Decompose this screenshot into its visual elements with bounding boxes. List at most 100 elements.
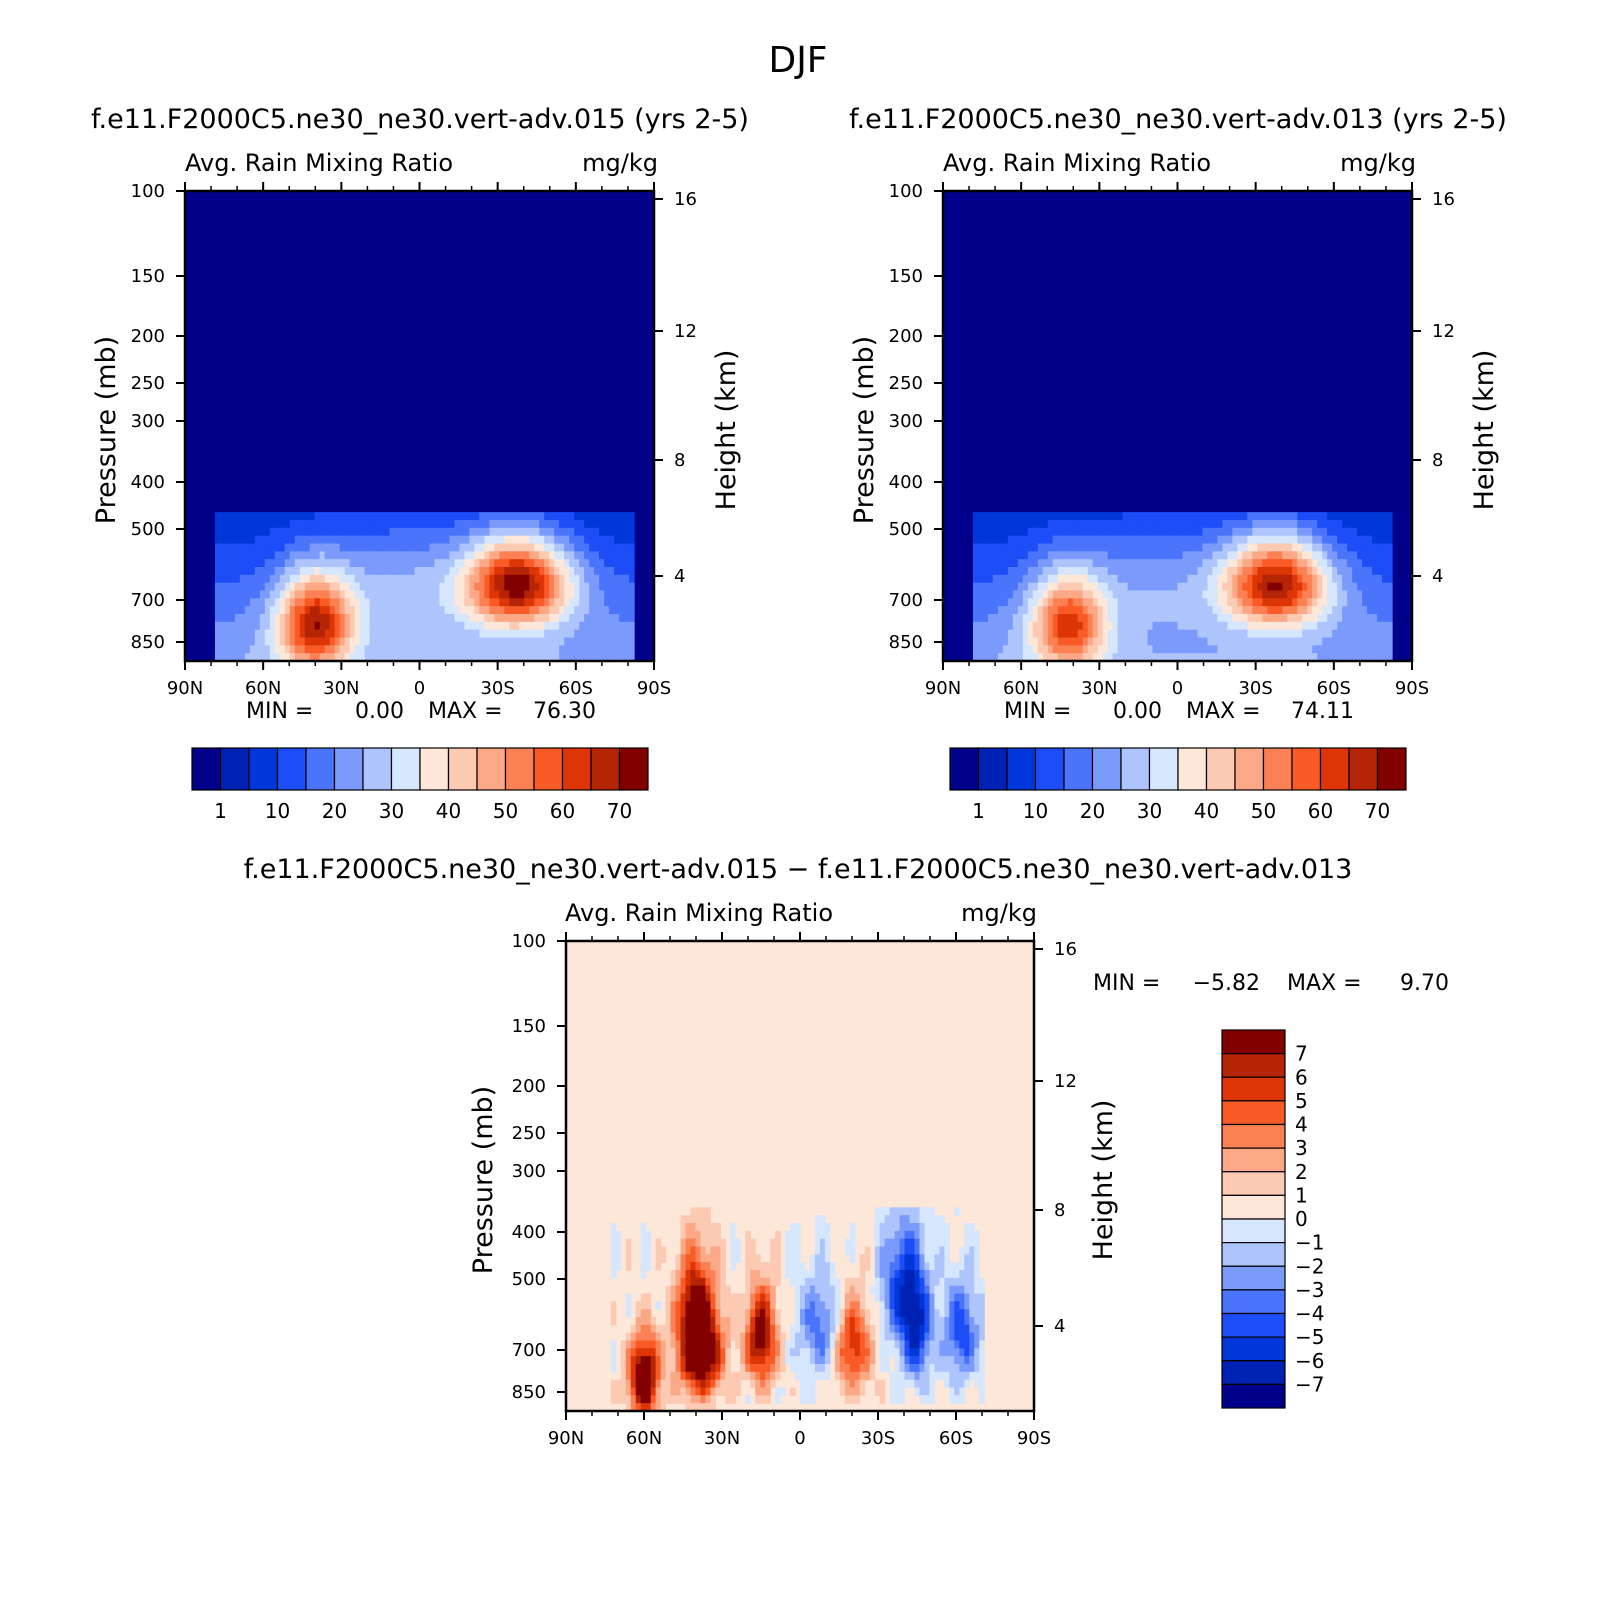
contour-cell — [609, 574, 615, 584]
contour-cell — [1262, 598, 1268, 607]
contour-cell — [914, 1356, 921, 1365]
contour-cell — [1282, 582, 1288, 592]
contour-cell — [1177, 551, 1184, 560]
contour-cell — [1207, 621, 1214, 631]
contour-cell — [1242, 559, 1248, 568]
contour-cell — [1077, 559, 1084, 568]
contour-cell — [609, 567, 615, 576]
contour-cell — [424, 590, 431, 599]
contour-cell — [1377, 559, 1383, 568]
contour-cell — [1087, 567, 1094, 576]
contour-cell — [324, 574, 331, 584]
contour-cell — [700, 1293, 707, 1302]
contour-cell — [924, 1340, 931, 1349]
contour-cell — [459, 574, 465, 584]
contour-cell — [1082, 527, 1089, 537]
contour-cell — [279, 567, 286, 576]
contour-cell — [319, 590, 326, 599]
contour-cell — [379, 653, 386, 662]
contour-cell — [339, 621, 346, 631]
contour-cell — [414, 567, 421, 576]
contour-cell — [1322, 621, 1328, 631]
contour-cell — [274, 535, 281, 545]
contour-cell — [479, 520, 485, 529]
contour-cell — [849, 1254, 856, 1263]
contour-cell — [504, 645, 510, 654]
contour-cell — [914, 1285, 921, 1295]
contour-cell — [889, 1246, 896, 1255]
contour-cell — [1382, 645, 1388, 654]
contour-cell — [914, 1364, 921, 1373]
contour-cell — [1142, 535, 1149, 545]
contour-cell — [329, 606, 336, 615]
contour-cell — [625, 1254, 632, 1263]
contour-cell — [954, 1301, 960, 1310]
contour-cell — [1027, 543, 1034, 552]
contour-cell — [1212, 621, 1219, 631]
contour-cell — [1102, 582, 1109, 592]
contour-cell — [1072, 574, 1079, 584]
contour-cell — [224, 629, 231, 639]
contour-cell — [730, 1262, 736, 1271]
contour-cell — [419, 637, 426, 646]
contour-cell — [399, 543, 406, 552]
contour-cell — [544, 582, 550, 592]
contour-cell — [620, 1395, 627, 1404]
contour-cell — [479, 590, 485, 599]
contour-cell — [814, 1332, 821, 1342]
contour-cell — [879, 1293, 886, 1302]
contour-cell — [1292, 621, 1298, 631]
colorbar-box — [1177, 747, 1208, 791]
contour-cell — [1237, 567, 1243, 576]
contour-cell — [1232, 582, 1238, 592]
contour-cell — [954, 1395, 960, 1404]
contour-cell — [324, 598, 331, 607]
contour-cell — [972, 535, 979, 545]
contour-cell — [1337, 590, 1343, 599]
contour-cell — [289, 543, 296, 552]
contour-cell — [1307, 543, 1313, 552]
contour-cell — [939, 1371, 945, 1381]
contour-cell — [1017, 574, 1024, 584]
contour-cell — [564, 637, 570, 646]
contour-cell — [1257, 543, 1263, 552]
contour-cell — [1062, 614, 1069, 623]
contour-cell — [1347, 645, 1353, 654]
contour-cell — [1187, 535, 1194, 545]
contour-cell — [1317, 527, 1323, 537]
contour-cell — [549, 606, 555, 615]
contour-cell — [1037, 621, 1044, 631]
contour-cell — [1322, 535, 1328, 545]
contour-cell — [1122, 559, 1129, 568]
contour-cell — [1337, 527, 1343, 537]
y-tick-label: 100 — [131, 181, 165, 202]
contour-cell — [934, 1371, 941, 1381]
contour-cell — [264, 559, 271, 568]
contour-cell — [939, 1340, 945, 1349]
contour-cell — [1162, 551, 1169, 560]
contour-cell — [790, 1223, 796, 1232]
contour-cell — [349, 535, 356, 545]
contour-cell — [259, 574, 266, 584]
contour-cell — [434, 606, 441, 615]
contour-cell — [635, 1371, 642, 1381]
contour-cell — [635, 1301, 642, 1310]
contour-cell — [299, 637, 306, 646]
contour-cell — [269, 551, 276, 560]
variable-title: Avg. Rain Mixing Ratio — [943, 149, 1211, 177]
contour-cell — [629, 621, 635, 631]
contour-cell — [429, 590, 436, 599]
x-tick-label: 60N — [1003, 678, 1039, 699]
contour-cell — [429, 629, 436, 639]
contour-cell — [874, 1270, 881, 1279]
contour-cell — [454, 598, 461, 607]
contour-cell — [419, 559, 426, 568]
contour-cell — [1037, 567, 1044, 576]
contour-cell — [1382, 512, 1388, 521]
contour-cell — [879, 1317, 886, 1326]
contour-cell — [499, 637, 505, 646]
contour-cell — [1167, 598, 1174, 607]
contour-cell — [924, 1223, 931, 1232]
contour-cell — [484, 621, 490, 631]
contour-cell — [1352, 614, 1358, 623]
